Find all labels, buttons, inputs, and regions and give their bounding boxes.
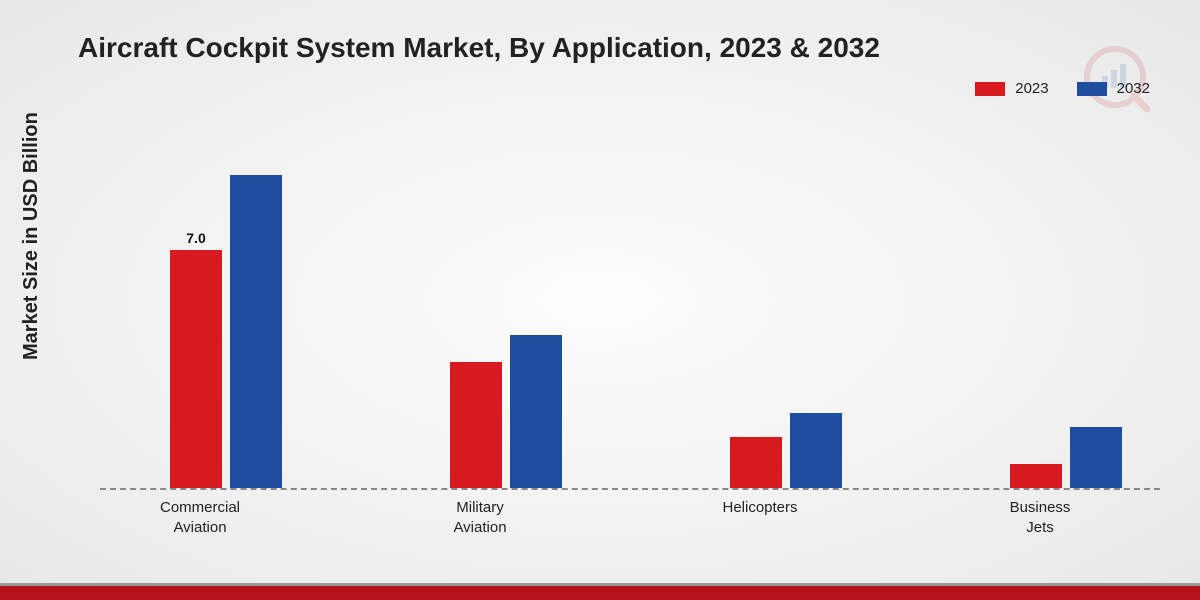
cat-label-line2: Jets: [1026, 519, 1054, 536]
footer-bar: [0, 586, 1200, 600]
legend-label-2023: 2023: [1015, 80, 1048, 97]
bar-2023-military: [450, 362, 502, 488]
y-axis-label: Market Size in USD Billion: [20, 112, 43, 360]
cat-label-line1: Commercial: [160, 499, 240, 516]
bar-2032-business: [1070, 427, 1122, 488]
bar-label-commercial: 7.0: [170, 230, 222, 246]
bar-2032-helicopters: [790, 413, 842, 488]
legend-item-2032: 2032: [1077, 80, 1150, 97]
cat-label-helicopters: Helicopters: [660, 498, 860, 518]
bar-2032-military: [510, 335, 562, 488]
cat-label-military: Military Aviation: [380, 498, 580, 537]
x-axis-baseline: [100, 488, 1160, 490]
legend-swatch-2023: [975, 82, 1005, 96]
cat-label-commercial: Commercial Aviation: [100, 498, 300, 537]
cat-label-line2: Aviation: [173, 519, 226, 536]
legend-label-2032: 2032: [1117, 80, 1150, 97]
legend: 2023 2032: [975, 80, 1150, 97]
x-axis-labels: Commercial Aviation Military Aviation He…: [100, 494, 1160, 554]
bar-2023-commercial: [170, 250, 222, 488]
watermark-logo: [1080, 42, 1150, 112]
chart-plot-area: 7.0: [100, 150, 1160, 490]
cat-label-line1: Helicopters: [722, 499, 797, 516]
cat-label-line1: Business: [1010, 499, 1071, 516]
chart-title: Aircraft Cockpit System Market, By Appli…: [78, 32, 880, 64]
cat-label-line2: Aviation: [453, 519, 506, 536]
cat-label-business: Business Jets: [940, 498, 1140, 537]
legend-item-2023: 2023: [975, 80, 1048, 97]
bar-2032-commercial: [230, 175, 282, 488]
bar-2023-helicopters: [730, 437, 782, 488]
legend-swatch-2032: [1077, 82, 1107, 96]
cat-label-line1: Military: [456, 499, 504, 516]
bar-2023-business: [1010, 464, 1062, 488]
